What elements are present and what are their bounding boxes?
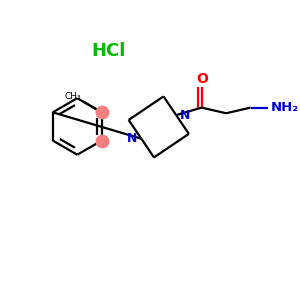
Text: NH₂: NH₂	[270, 101, 298, 114]
Text: N: N	[127, 132, 137, 145]
Text: N: N	[180, 109, 190, 122]
Text: CH₃: CH₃	[64, 92, 81, 101]
Text: HCl: HCl	[91, 42, 125, 60]
Text: O: O	[196, 72, 208, 86]
